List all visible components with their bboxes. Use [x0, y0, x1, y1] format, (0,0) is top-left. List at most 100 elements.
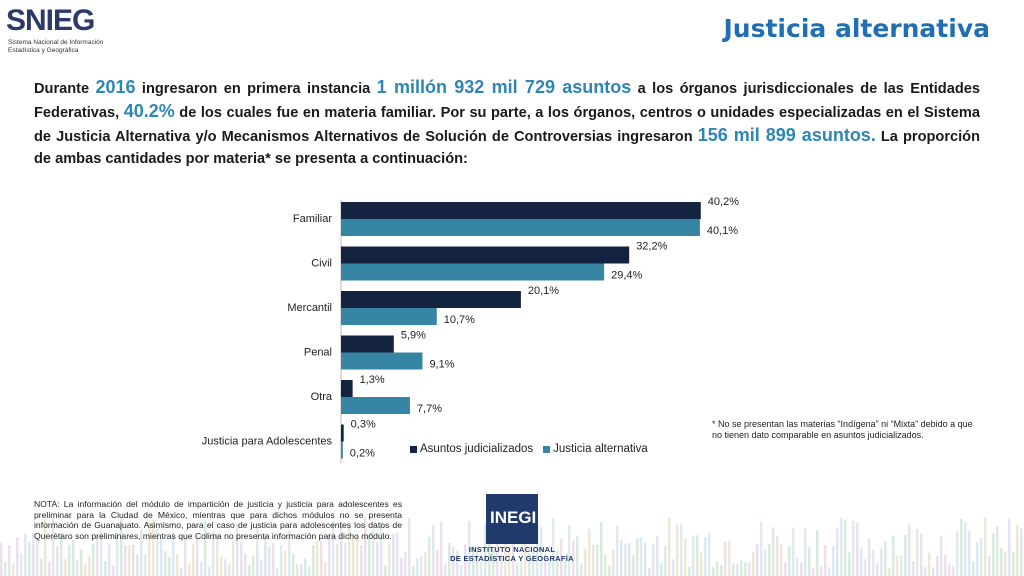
- decorative-bar: [432, 524, 435, 576]
- decorative-bar: [1016, 524, 1019, 576]
- decorative-bar: [88, 555, 91, 576]
- decorative-bar: [392, 533, 395, 576]
- decorative-bar: [156, 529, 159, 576]
- snieg-logo-subtitle: Sistema Nacional de Información Estadíst…: [8, 39, 104, 54]
- decorative-bar: [592, 544, 595, 576]
- decorative-bar: [80, 549, 83, 576]
- decorative-bar: [372, 528, 375, 576]
- bar-alternativa: [341, 219, 700, 236]
- decorative-bar: [532, 551, 535, 576]
- decorative-bar: [56, 546, 59, 576]
- decorative-bar: [44, 519, 47, 576]
- decorative-bar: [164, 551, 167, 576]
- bar-judicializados: [341, 335, 394, 353]
- decorative-bar: [384, 565, 387, 576]
- decorative-bar: [288, 530, 291, 576]
- bar-alternativa: [341, 308, 437, 325]
- decorative-bar: [356, 534, 359, 576]
- decorative-bar: [712, 567, 715, 576]
- decorative-bar: [964, 522, 967, 576]
- intro-pct-familiar: 40.2%: [123, 101, 175, 121]
- decorative-bar: [820, 566, 823, 576]
- intro-text: de los cuales fue en materia familiar. P…: [34, 105, 980, 145]
- decorative-bar: [144, 553, 147, 576]
- decorative-bar: [336, 544, 339, 576]
- inegi-logo-mark: INEGI: [486, 494, 538, 544]
- decorative-bar: [716, 561, 719, 576]
- bar-alternativa: [341, 352, 423, 370]
- decorative-bar: [648, 567, 651, 576]
- decorative-bar: [568, 525, 571, 576]
- decorative-bar: [380, 522, 383, 576]
- decorative-bar: [48, 561, 51, 576]
- decorative-bar: [64, 559, 67, 576]
- data-label: 29,4%: [611, 270, 642, 282]
- decorative-bar: [644, 542, 647, 576]
- decorative-bar: [544, 553, 547, 576]
- decorative-bar: [660, 563, 663, 576]
- decorative-bar: [976, 541, 979, 576]
- decorative-bar: [492, 550, 495, 576]
- decorative-bar: [968, 531, 971, 576]
- decorative-bar: [72, 539, 75, 576]
- data-label: 40,1%: [707, 225, 738, 237]
- decorative-bar: [32, 533, 35, 576]
- bar-alternativa: [341, 397, 410, 414]
- decorative-bar: [352, 539, 355, 576]
- decorative-bar: [860, 548, 863, 576]
- decorative-bar: [244, 553, 247, 576]
- decorative-bar: [876, 563, 879, 576]
- decorative-bar: [784, 562, 787, 576]
- decorative-bar: [900, 555, 903, 576]
- decorative-bar: [680, 523, 683, 576]
- decorative-bar: [304, 558, 307, 576]
- decorative-bar: [844, 519, 847, 576]
- category-label: Mercantil: [287, 302, 332, 314]
- decorative-bar: [832, 545, 835, 576]
- decorative-bar: [460, 564, 463, 576]
- decorative-bar: [76, 560, 79, 576]
- bar-judicializados: [341, 246, 630, 264]
- decorative-bar: [332, 520, 335, 576]
- decorative-bar: [672, 559, 675, 576]
- decorative-bar: [600, 521, 603, 576]
- decorative-bar: [828, 567, 831, 576]
- decorative-bar: [892, 535, 895, 576]
- decorative-bar: [416, 558, 419, 576]
- decorative-bar: [536, 520, 539, 576]
- decorative-bar: [540, 526, 543, 576]
- decorative-bar: [368, 534, 371, 576]
- snieg-logo-text: SNIEG: [6, 4, 95, 37]
- data-label: 7,7%: [417, 403, 442, 415]
- decorative-bar: [696, 535, 699, 576]
- decorative-bar: [864, 559, 867, 576]
- legend-label: Justicia alternativa: [553, 443, 648, 455]
- data-label: 1,3%: [360, 374, 385, 386]
- decorative-bar: [960, 518, 963, 576]
- decorative-bar: [896, 555, 899, 576]
- decorative-bar: [704, 537, 707, 576]
- chart-legend: Asuntos judicializados Justicia alternat…: [410, 443, 648, 455]
- decorative-bar: [472, 546, 475, 576]
- decorative-bar: [884, 540, 887, 576]
- decorative-bar: [92, 543, 95, 576]
- decorative-bar: [916, 529, 919, 576]
- decorative-bar: [500, 556, 503, 576]
- decorative-bar: [732, 563, 735, 576]
- decorative-bar: [208, 566, 211, 576]
- decorative-bar: [252, 556, 255, 576]
- decorative-bar: [736, 563, 739, 576]
- decorative-bar: [456, 550, 459, 576]
- decorative-bar: [24, 533, 27, 576]
- decorative-bar: [28, 542, 31, 576]
- decorative-bar: [476, 547, 479, 576]
- decorative-bar: [4, 561, 7, 576]
- decorative-bar: [988, 556, 991, 576]
- decorative-bar: [852, 520, 855, 576]
- decorative-bar: [804, 528, 807, 576]
- decorative-bar: [120, 518, 123, 576]
- decorative-bar: [556, 550, 559, 576]
- decorative-bar: [420, 555, 423, 576]
- decorative-bar: [172, 532, 175, 576]
- decorative-bar: [824, 544, 827, 576]
